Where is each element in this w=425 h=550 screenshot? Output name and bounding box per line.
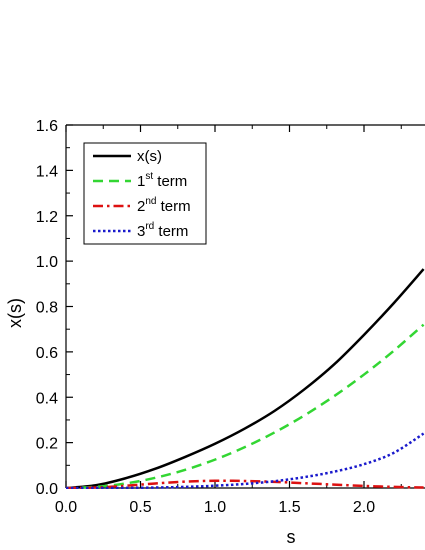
legend-label: 2nd term xyxy=(137,196,191,215)
y-tick-label: 1.2 xyxy=(36,209,58,226)
legend-label: x(s) xyxy=(137,148,162,165)
y-tick-label: 1.4 xyxy=(36,163,58,180)
y-axis-title: x(s) xyxy=(5,298,25,328)
x-tick-label: 1.5 xyxy=(278,499,300,516)
legend-label: 1st term xyxy=(137,171,187,190)
series-layer xyxy=(66,268,425,489)
x-tick-label: 2.0 xyxy=(353,499,375,516)
x-tick-label: 0.0 xyxy=(55,499,77,516)
y-tick-label: 0.0 xyxy=(36,481,58,498)
x-axis-title: s xyxy=(287,527,296,547)
y-tick-label: 0.2 xyxy=(36,436,58,453)
y-axis-ticks: 0.0 0.2 0.4 0.6 0.8 1.0 1.2 1.4 1.6 xyxy=(36,118,73,498)
series-line-2nd-term xyxy=(66,479,424,489)
y-tick-label: 1.6 xyxy=(36,118,58,135)
y-tick-label: 0.4 xyxy=(36,390,58,407)
series-line-1st-term xyxy=(66,323,425,489)
x-tick-label: 0.5 xyxy=(129,499,151,516)
y-tick-label: 0.8 xyxy=(36,300,58,317)
y-tick-label: 1.0 xyxy=(36,254,58,271)
legend-label: 3rd term xyxy=(137,221,188,240)
y-tick-label: 0.6 xyxy=(36,345,58,362)
legend: x(s) 1st term 2nd term 3rd term xyxy=(83,142,207,245)
x-tick-label: 1.0 xyxy=(204,499,226,516)
series-line-x-s xyxy=(66,268,425,489)
legend-box xyxy=(83,142,207,245)
